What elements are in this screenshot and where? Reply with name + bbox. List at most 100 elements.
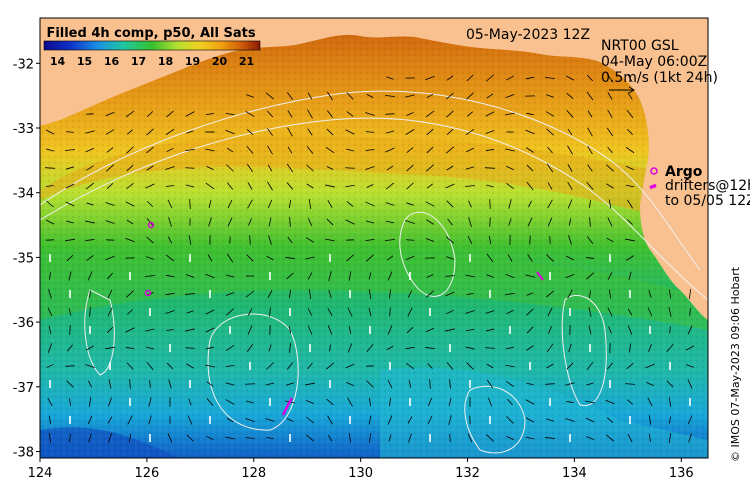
current-vector-arrow	[286, 362, 294, 370]
current-vector-arrow	[327, 91, 333, 101]
current-vector-arrow	[126, 362, 134, 370]
current-vector-arrow	[245, 418, 255, 422]
sla-contour-1	[84, 289, 115, 376]
current-vector-arrow	[406, 202, 414, 206]
current-vector-arrow	[445, 183, 455, 189]
current-vector-arrow	[567, 164, 573, 172]
current-vector-arrow	[405, 129, 415, 135]
current-vector-arrow	[627, 399, 633, 405]
lat-tick-label: -38	[13, 446, 34, 461]
current-vector-arrow	[385, 182, 395, 190]
current-vector-arrow	[607, 272, 613, 280]
current-vector-arrow	[506, 309, 514, 315]
current-vector-arrow	[386, 345, 394, 351]
current-vector-arrow	[485, 347, 495, 349]
current-vector-arrow	[88, 380, 92, 388]
current-vector-arrow	[385, 238, 395, 242]
current-vectors	[44, 73, 695, 443]
current-vector-arrow	[306, 164, 314, 172]
current-vector-arrow	[545, 111, 555, 117]
current-vector-arrow	[168, 379, 172, 389]
current-vector-arrow	[406, 164, 414, 172]
current-vector-arrow	[287, 110, 293, 118]
current-vector-arrow	[85, 182, 95, 190]
current-vector-arrow	[526, 382, 534, 386]
current-vector-arrow	[65, 238, 75, 242]
current-vector-arrow	[365, 131, 375, 133]
current-vector-arrow	[326, 166, 334, 170]
vector-scale-arrow	[609, 86, 635, 94]
drifter-track	[536, 271, 544, 281]
drifter-track	[281, 397, 294, 416]
current-vector-arrow	[127, 129, 133, 135]
current-vector-arrow	[107, 272, 113, 280]
current-vector-arrow	[567, 182, 573, 190]
current-vector-arrow	[466, 111, 474, 117]
current-vector-arrow	[506, 75, 514, 81]
current-vector-arrow	[445, 146, 455, 154]
current-vector-arrow	[85, 147, 95, 153]
current-vector-arrow	[186, 363, 194, 369]
current-vector-arrow	[68, 271, 72, 281]
current-vector-arrow	[268, 344, 272, 352]
current-vector-arrow	[329, 344, 331, 352]
current-vector-arrow	[425, 238, 435, 242]
current-vector-arrow	[246, 400, 254, 404]
colorbar-tick-label: 15	[77, 55, 92, 68]
current-vector-arrow	[408, 380, 412, 388]
current-vector-arrow	[528, 200, 532, 208]
current-vector-arrow	[266, 436, 274, 440]
current-vector-arrow	[508, 218, 512, 226]
current-vector-arrow	[285, 257, 295, 259]
current-vector-arrow	[388, 434, 392, 442]
current-vector-arrow	[286, 163, 294, 173]
current-vector-arrow	[445, 328, 455, 332]
current-vector-arrow	[65, 365, 75, 367]
current-vector-arrow	[465, 166, 475, 170]
drifter-label-line2: to 05/05 12Z	[665, 193, 750, 209]
current-vector-arrow	[126, 182, 134, 190]
current-vector-arrow	[267, 181, 273, 191]
current-vector-arrow	[205, 273, 215, 279]
current-vector-arrow	[526, 181, 534, 191]
sla-contour-5	[464, 385, 526, 454]
current-vector-arrow	[126, 290, 134, 298]
current-vector-arrow	[365, 149, 375, 151]
argo-legend-icon	[650, 167, 658, 175]
current-vector-arrow	[489, 217, 491, 227]
current-vector-arrow	[365, 238, 375, 242]
current-vector-arrow	[486, 274, 494, 278]
current-vector-arrow	[425, 327, 435, 333]
current-vector-arrow	[148, 397, 152, 407]
colorbar-tick-label: 16	[104, 55, 120, 68]
current-vector-arrow	[47, 307, 53, 317]
current-vector-arrow	[265, 418, 275, 422]
current-vector-arrow	[66, 254, 74, 262]
current-vector-arrow	[567, 289, 573, 299]
current-vector-arrow	[48, 289, 52, 299]
current-vector-arrow	[44, 167, 56, 169]
current-vector-arrow	[244, 383, 256, 385]
current-vector-arrow	[368, 415, 372, 425]
current-vector-arrow	[85, 220, 95, 224]
current-vector-arrow	[326, 218, 334, 226]
current-vector-arrow	[245, 437, 255, 439]
current-vector-arrow	[547, 307, 553, 317]
current-vector-arrow	[406, 326, 414, 334]
current-vector-arrow	[345, 129, 355, 135]
current-vector-arrow	[585, 417, 595, 423]
current-vector-arrow	[167, 199, 173, 209]
current-vector-arrow	[225, 364, 235, 368]
current-vector-arrow	[446, 362, 454, 370]
current-vector-arrow	[308, 199, 312, 209]
sla-contour-4	[561, 295, 607, 407]
current-vector-arrow	[627, 199, 633, 209]
current-vector-arrow	[227, 199, 233, 209]
current-vector-arrow	[606, 73, 614, 83]
current-vector-arrow	[488, 235, 492, 245]
current-vector-arrow	[565, 382, 575, 386]
current-vector-arrow	[426, 183, 434, 189]
current-vector-arrow	[225, 292, 235, 296]
current-vector-arrow	[626, 362, 634, 370]
current-vector-arrow	[185, 328, 195, 332]
